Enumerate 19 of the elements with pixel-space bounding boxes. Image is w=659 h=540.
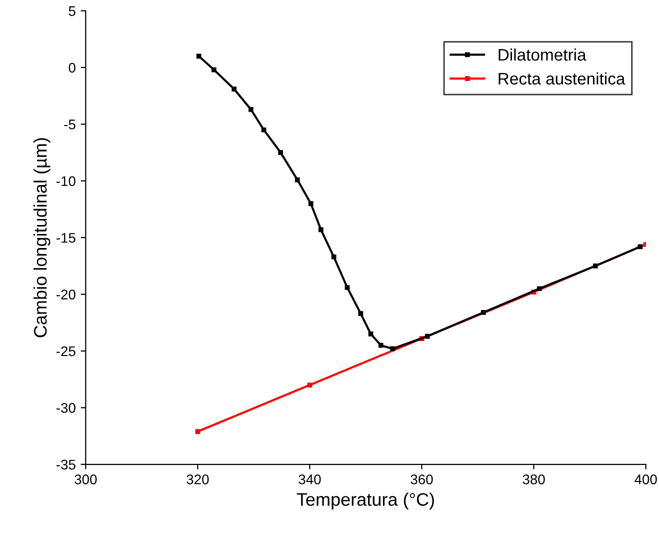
legend-label: Dilatometria: [498, 48, 586, 61]
y-axis-title: Cambio longitudinal (µm): [33, 138, 50, 338]
y-tick-label: -25: [56, 346, 76, 356]
y-tick-label: -20: [56, 290, 76, 300]
x-tick-label: 400: [634, 474, 657, 484]
x-tick-label: 300: [74, 474, 97, 484]
y-tick-label: 0: [68, 62, 76, 73]
x-tick-label: 320: [186, 474, 209, 484]
legend-label: Recta austenitica: [498, 72, 626, 85]
y-tick-label: 5: [68, 6, 76, 16]
y-tick-label: -30: [56, 403, 76, 413]
y-tick-label: -5: [64, 120, 76, 130]
y-tick-label: -15: [56, 233, 76, 243]
x-axis-title: Temperatura (°C): [296, 492, 434, 510]
y-tick-label: -10: [56, 176, 76, 186]
x-tick-label: 380: [522, 474, 545, 484]
x-tick-label: 360: [410, 474, 433, 484]
y-tick-label: -35: [56, 460, 76, 470]
x-tick-label: 340: [298, 474, 321, 484]
